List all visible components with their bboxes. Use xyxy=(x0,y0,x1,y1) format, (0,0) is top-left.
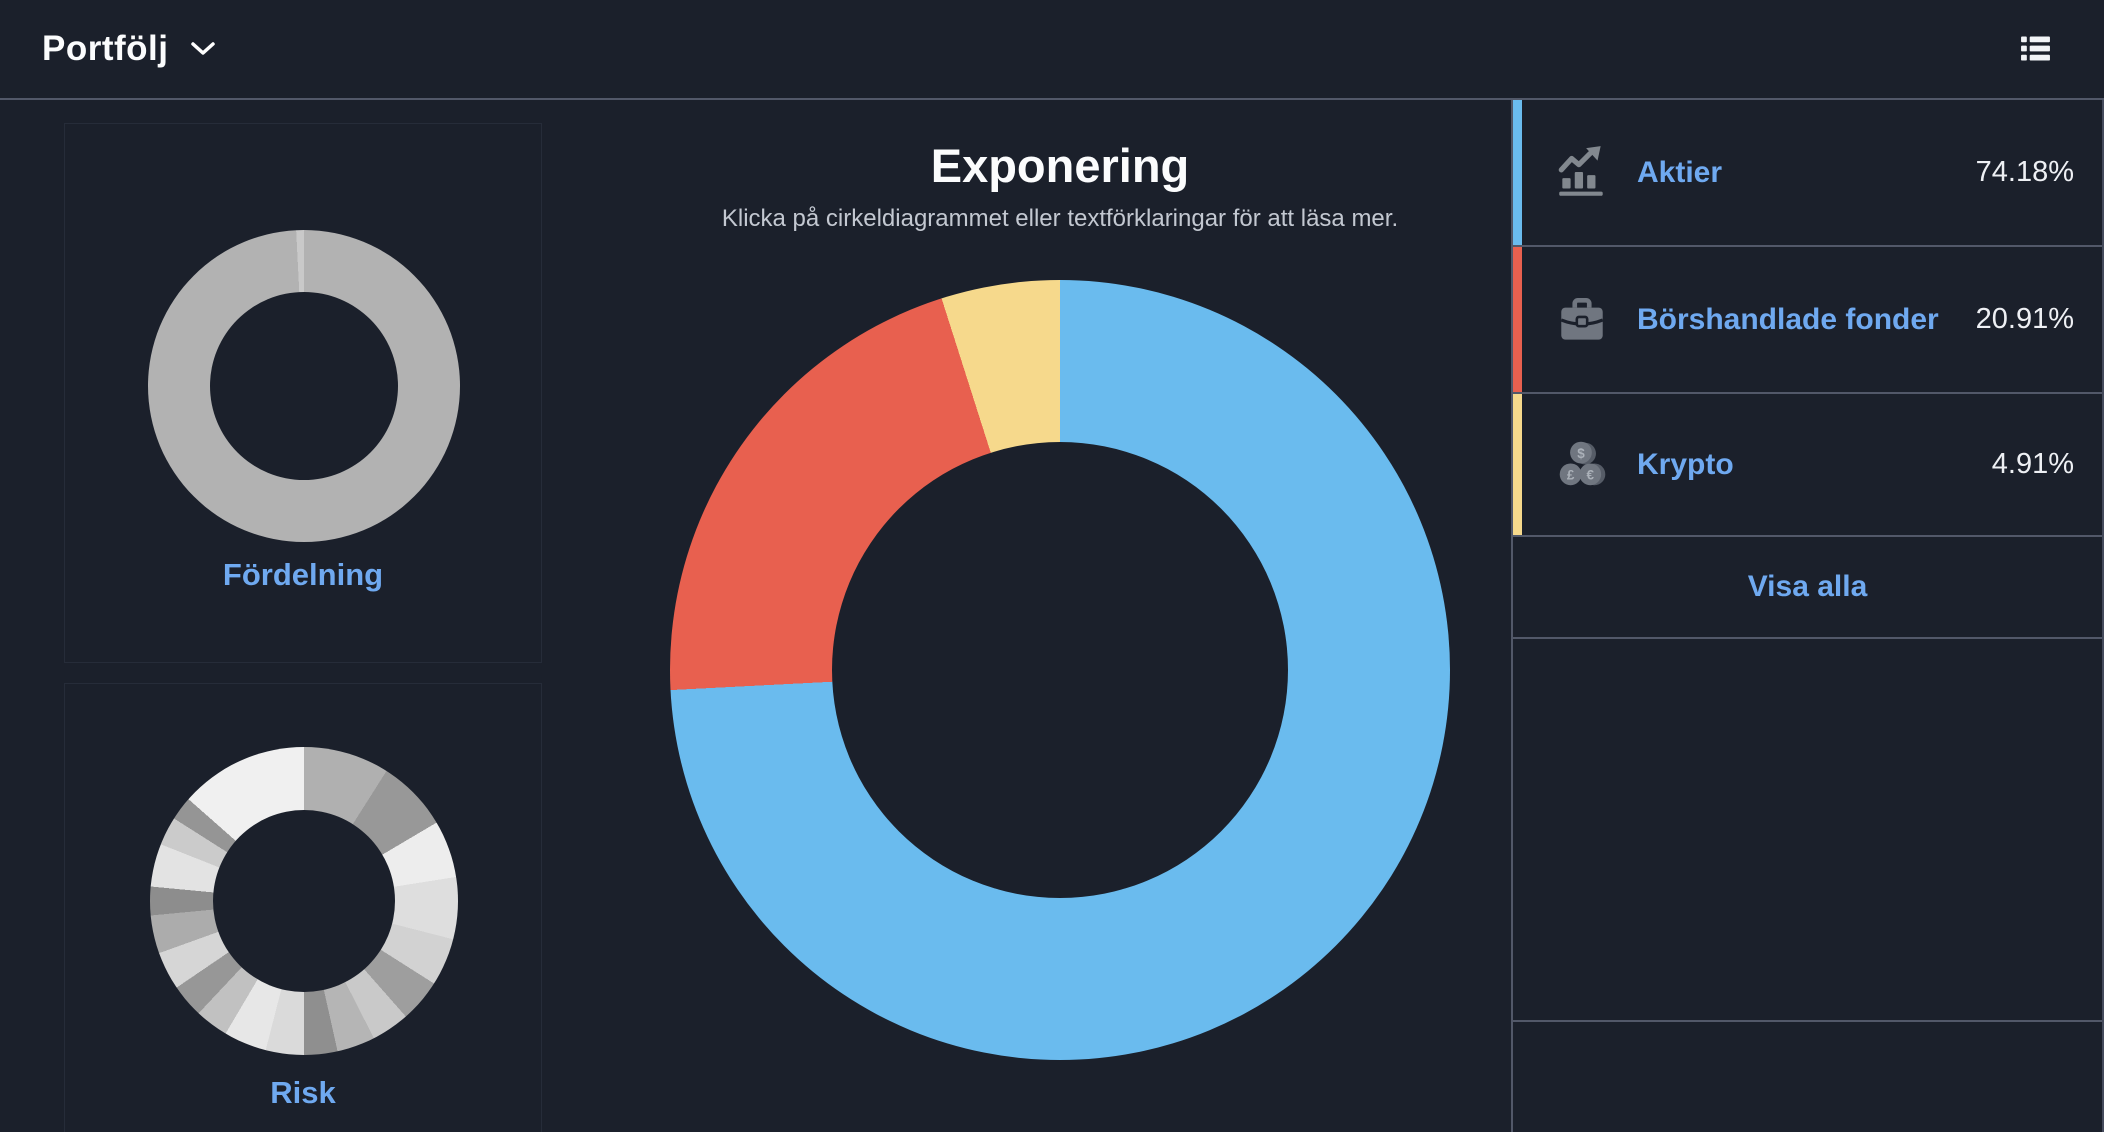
card-fordelning[interactable]: Fördelning xyxy=(64,123,542,663)
chevron-down-icon xyxy=(190,41,216,57)
card-label-risk: Risk xyxy=(270,1075,336,1110)
list-icon xyxy=(2021,36,2050,65)
header: Portfölj xyxy=(0,0,2104,100)
legend-value: 74.18% xyxy=(1975,156,2074,188)
briefcase-icon xyxy=(1553,291,1611,349)
exposure-subtitle: Klicka på cirkeldiagrammet eller textför… xyxy=(721,205,1399,232)
empty-list-section xyxy=(1513,639,2102,1022)
bar-chart-icon xyxy=(1553,144,1611,202)
aktier-color-strip xyxy=(1513,100,1522,245)
fordelning-donut xyxy=(148,230,460,542)
legend-value: 4.91% xyxy=(1991,448,2074,480)
svg-text:$: $ xyxy=(1577,445,1585,460)
coins-icon: $ £ € xyxy=(1553,436,1611,494)
legend-value: 20.91% xyxy=(1975,303,2074,335)
legend-item-krypto[interactable]: $ £ € Krypto 4.91% xyxy=(1513,394,2102,537)
krypto-color-strip xyxy=(1513,394,1522,535)
empty-list-section xyxy=(1513,1022,2102,1132)
svg-text:£: £ xyxy=(1567,467,1575,482)
legend-label: Krypto xyxy=(1637,447,1734,481)
page-title: Portfölj xyxy=(42,29,169,68)
legend-label: Aktier xyxy=(1637,155,1723,189)
card-risk[interactable]: Risk xyxy=(64,683,542,1132)
show-all-link[interactable]: Visa alla xyxy=(1513,537,2102,639)
svg-text:€: € xyxy=(1587,467,1595,482)
exposure-title: Exponering xyxy=(930,139,1190,192)
exposure-donut[interactable] xyxy=(670,280,1450,1060)
card-label-fordelning: Fördelning xyxy=(222,557,384,592)
portfolio-selector[interactable]: Portfölj xyxy=(42,29,216,69)
legend-label: Börshandlade fonder xyxy=(1637,302,1939,336)
borshandlade-color-strip xyxy=(1513,247,1522,392)
legend-item-aktier[interactable]: Aktier 74.18% xyxy=(1513,100,2102,247)
legend-panel: Aktier 74.18% Börshandlade fonder 20.91% xyxy=(1511,100,2104,1132)
legend-item-borshandlade-fonder[interactable]: Börshandlade fonder 20.91% xyxy=(1513,247,2102,394)
list-view-button[interactable] xyxy=(2021,36,2050,62)
risk-donut xyxy=(150,747,458,1055)
